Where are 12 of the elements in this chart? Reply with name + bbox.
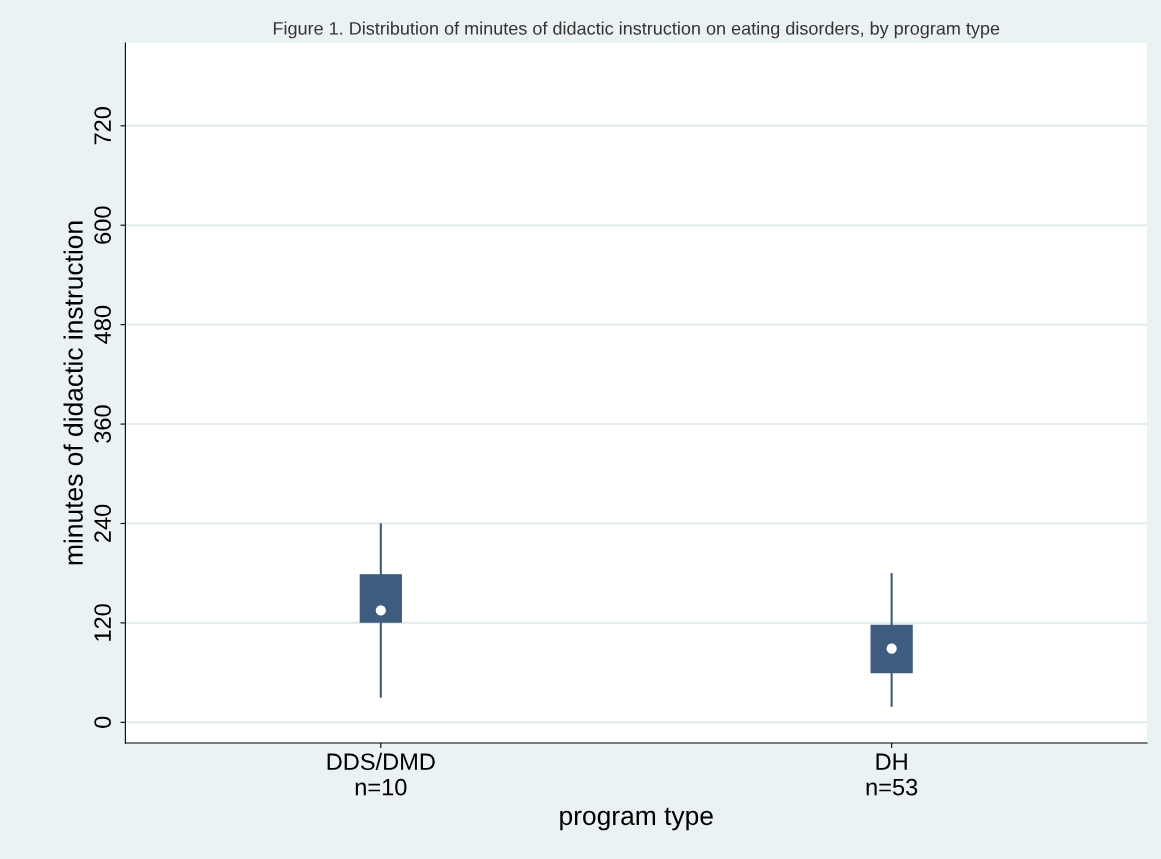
y-tick-label: 0 xyxy=(94,716,111,728)
x-tick-label: DH n=53 xyxy=(866,753,918,796)
y-tick-label: 720 xyxy=(94,107,111,145)
chart-title: Figure 1. Distribution of minutes of didactic instruction on eating disorders, by program type xyxy=(273,21,1000,39)
x-axis-title: program type xyxy=(560,807,713,831)
y-tick-label: 600 xyxy=(94,206,111,244)
y-tick-label: 360 xyxy=(94,405,111,443)
y-tick-label: 480 xyxy=(94,305,111,344)
y-axis-title: minutes of didactic instruction xyxy=(63,221,83,565)
y-tick-label: 240 xyxy=(94,504,111,542)
y-tick-label: 120 xyxy=(94,604,111,641)
x-tick-label: DDS/DMD n=10 xyxy=(327,752,435,796)
